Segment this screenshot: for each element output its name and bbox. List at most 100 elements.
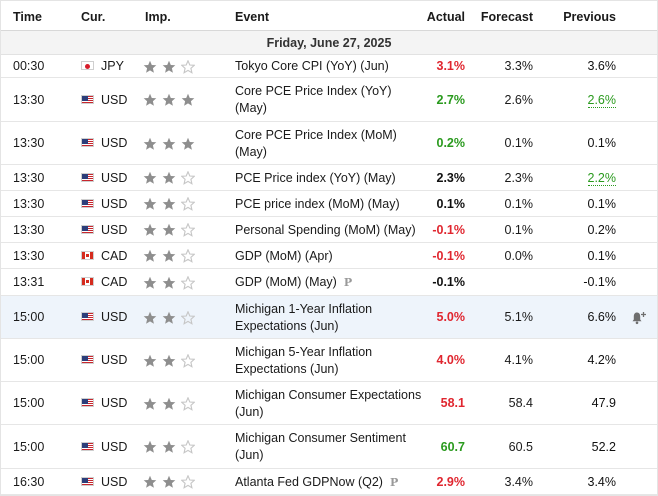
star-empty-icon — [181, 440, 195, 454]
forecast-value: 3.4% — [504, 474, 534, 489]
date-separator: Friday, June 27, 2025 — [1, 31, 657, 55]
table-row[interactable]: 16:30 USD Atlanta Fed GDPNow (Q2) P 2.9% 3.4%… — [1, 469, 657, 495]
table-row[interactable]: 15:00 USD Michigan Consumer Sentiment (Jun… — [1, 425, 657, 469]
table-row[interactable]: 13:30 USD PCE price index (MoM) (May) 0.1% 0… — [1, 191, 657, 217]
event-name[interactable]: Michigan 5-Year Inflation Expectations (… — [235, 344, 425, 378]
star-empty-icon — [181, 223, 195, 237]
table-row[interactable]: 13:30 USD Core PCE Price Index (YoY) (May)… — [1, 78, 657, 122]
event-time: 15:00 — [13, 439, 45, 454]
star-filled-icon — [143, 223, 157, 236]
event-name[interactable]: GDP (MoM) (May) P — [235, 274, 425, 291]
star-filled-icon — [143, 354, 157, 367]
bell-plus-icon[interactable] — [631, 311, 647, 325]
star-filled-icon — [162, 93, 176, 106]
actual-value: 2.3% — [436, 170, 466, 185]
col-time[interactable]: Time — [13, 10, 42, 24]
col-previous[interactable]: Previous — [563, 10, 616, 24]
table-row[interactable]: 15:00 USD Michigan 1-Year Inflation Expect… — [1, 296, 657, 339]
event-title[interactable]: Michigan Consumer Sentiment (Jun) — [235, 431, 406, 462]
event-title[interactable]: GDP (MoM) (May) — [235, 275, 337, 289]
event-name[interactable]: Michigan Consumer Sentiment (Jun) — [235, 430, 425, 464]
event-title[interactable]: Michigan 5-Year Inflation Expectations (… — [235, 344, 373, 376]
event-title[interactable]: GDP (MoM) (Apr) — [235, 248, 333, 263]
star-filled-icon — [162, 397, 176, 410]
col-event[interactable]: Event — [235, 10, 270, 24]
table-row[interactable]: 15:00 USD Michigan 5-Year Inflation Expect… — [1, 339, 657, 382]
star-filled-icon — [143, 137, 157, 150]
event-title[interactable]: Core PCE Price Index (YoY) (May) — [235, 84, 392, 115]
previous-value: 52.2 — [591, 439, 616, 454]
actual-value: 58.1 — [440, 396, 465, 410]
event-title[interactable]: Atlanta Fed GDPNow (Q2) — [235, 474, 383, 489]
event-title[interactable]: Personal Spending (MoM) (May) — [235, 222, 416, 237]
event-name[interactable]: Michigan 1-Year Inflation Expectations (… — [235, 301, 425, 335]
previous-value: 2.2% — [587, 170, 616, 186]
col-actual[interactable]: Actual — [426, 10, 465, 24]
star-filled-icon — [162, 171, 176, 184]
actual-value: -0.1% — [432, 275, 465, 289]
col-currency[interactable]: Cur. — [81, 10, 106, 24]
event-title[interactable]: PCE Price index (YoY) (May) — [235, 170, 396, 185]
event-name[interactable]: PCE price index (MoM) (May) — [235, 196, 425, 213]
event-name[interactable]: Tokyo Core CPI (YoY) (Jun) — [235, 58, 425, 75]
usa-flag-icon — [81, 441, 94, 451]
event-name[interactable]: PCE Price index (YoY) (May) — [235, 170, 425, 187]
currency-code: USD — [101, 310, 128, 324]
star-empty-icon — [181, 171, 195, 185]
table-row[interactable]: 13:30 CAD GDP (MoM) (Apr) -0.1% 0.0% 0.1% — [1, 243, 657, 269]
event-title[interactable]: Tokyo Core CPI (YoY) (Jun) — [235, 59, 389, 73]
table-row[interactable]: 13:30 USD PCE Price index (YoY) (May) 2.3% 2… — [1, 165, 657, 191]
actual-value: 0.2% — [436, 136, 466, 150]
star-empty-icon — [181, 59, 195, 74]
event-time: 15:00 — [13, 353, 45, 367]
previous-value: -0.1% — [583, 275, 616, 289]
previous-value: 3.6% — [587, 59, 617, 73]
star-empty-icon — [181, 353, 195, 368]
usa-flag-icon — [81, 398, 94, 407]
event-name[interactable]: Atlanta Fed GDPNow (Q2) P — [235, 474, 425, 491]
star-filled-icon — [143, 276, 157, 289]
event-title[interactable]: Core PCE Price Index (MoM) (May) — [235, 127, 397, 159]
event-name[interactable]: Core PCE Price Index (MoM) (May) — [235, 127, 425, 161]
star-filled-icon — [143, 171, 157, 184]
table-row[interactable]: 13:30 USD Core PCE Price Index (MoM) (May)… — [1, 122, 657, 165]
actual-value: 60.7 — [440, 439, 465, 454]
previous-value: 4.2% — [587, 353, 617, 367]
star-filled-icon — [162, 311, 176, 324]
star-empty-icon — [181, 396, 195, 411]
col-importance[interactable]: Imp. — [145, 10, 171, 24]
actual-value: 2.7% — [436, 92, 466, 107]
star-filled-icon — [162, 249, 176, 262]
event-name[interactable]: GDP (MoM) (Apr) — [235, 248, 425, 265]
table-row[interactable]: 13:30 USD Personal Spending (MoM) (May) -0.… — [1, 217, 657, 243]
col-forecast[interactable]: Forecast — [480, 10, 533, 24]
star-empty-icon — [181, 249, 195, 263]
forecast-value: 0.0% — [504, 248, 534, 263]
star-filled-icon — [162, 60, 176, 73]
actual-value: 3.1% — [436, 59, 466, 73]
event-time: 13:31 — [13, 275, 45, 289]
star-filled-icon — [143, 397, 157, 410]
table-row[interactable]: 00:30 JPY Tokyo Core CPI (YoY) (Jun) 3.1% 3.… — [1, 55, 657, 78]
previous-value: 0.1% — [587, 196, 617, 211]
preliminary-icon: P — [343, 276, 353, 289]
event-title[interactable]: Michigan 1-Year Inflation Expectations (… — [235, 301, 373, 333]
event-title[interactable]: PCE price index (MoM) (May) — [235, 196, 400, 211]
star-filled-icon — [143, 93, 157, 106]
event-time: 13:30 — [13, 136, 45, 150]
previous-value: 6.6% — [587, 310, 617, 324]
event-name[interactable]: Michigan Consumer Expectations (Jun) — [235, 387, 425, 421]
currency-code: USD — [101, 353, 128, 367]
table-row[interactable]: 13:31 CAD GDP (MoM) (May) P -0.1% -0.1% — [1, 269, 657, 296]
table-row[interactable]: 15:00 USD Michigan Consumer Expectations (… — [1, 382, 657, 425]
star-filled-icon — [143, 249, 157, 262]
forecast-value: 3.3% — [504, 59, 534, 73]
forecast-value: 4.1% — [504, 353, 534, 367]
actual-value: 4.0% — [436, 353, 466, 367]
event-name[interactable]: Core PCE Price Index (YoY) (May) — [235, 83, 425, 117]
event-title[interactable]: Michigan Consumer Expectations (Jun) — [235, 387, 422, 419]
event-name[interactable]: Personal Spending (MoM) (May) — [235, 222, 425, 239]
event-time: 00:30 — [13, 59, 45, 73]
star-empty-icon — [181, 310, 195, 325]
forecast-value: 5.1% — [504, 310, 534, 324]
